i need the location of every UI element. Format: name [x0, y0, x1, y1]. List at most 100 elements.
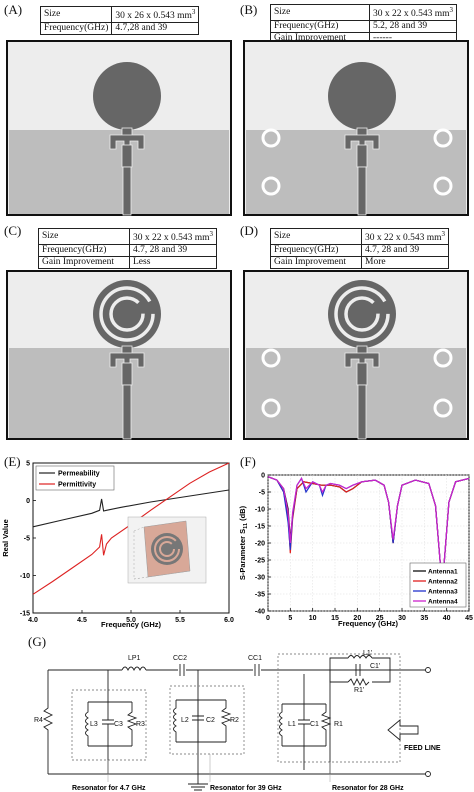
feed-line-label: FEED LINE — [404, 745, 441, 752]
label-lp1: LP1 — [128, 655, 141, 662]
label-r2: R2 — [230, 717, 239, 724]
label-c2: C2 — [206, 717, 215, 724]
x-tick-label: 4.0 — [28, 617, 38, 624]
resonator-28-label: Resonator for 28 GHz — [332, 785, 404, 792]
y-tick-label: -5 — [259, 490, 265, 497]
y-tick-label: -25 — [255, 558, 265, 565]
spec-row-size: Size 30 x 22 x 0.543 mm3 — [38, 227, 218, 246]
spec-value: Less — [128, 256, 218, 270]
label-l1: L1 — [288, 721, 296, 728]
y-tick-label: -10 — [20, 573, 30, 580]
y-tick-label: -15 — [255, 524, 265, 531]
panel-label-g: (G) — [28, 634, 47, 649]
spec-key: Size — [39, 5, 113, 24]
antenna-d-render — [243, 270, 469, 440]
spec-row-gain: Gain Improvement Less — [38, 256, 218, 270]
spec-key: Size — [270, 3, 370, 22]
spec-table-d: Size 30 x 22 x 0.543 mm3 Frequency(GHz) 4.… — [270, 227, 450, 270]
chart-f-ylabel: S-Parameter S11 (dB) — [238, 505, 249, 580]
panel-label-c: (C) — [4, 223, 22, 238]
x-tick-label: 5 — [288, 615, 292, 622]
spec-value: 30 x 22 x 0.543 mm3 — [360, 227, 450, 246]
y-tick-label: -20 — [255, 541, 265, 548]
spec-table-a: Size 30 x 26 x 0.543 mm3 Frequency(GHz) 4.… — [39, 5, 200, 36]
chart-f-legend: Antenna1 Antenna2 Antenna3 Antenna4 — [409, 562, 467, 608]
spec-value: 4.7,28 and 39 — [111, 22, 200, 36]
spec-key: Size — [270, 227, 362, 246]
spec-key: Frequency(GHz) — [270, 20, 370, 34]
label-l3: L3 — [90, 721, 98, 728]
spec-key: Frequency(GHz) — [270, 244, 362, 258]
spec-row-frequency: Frequency(GHz) 5.2, 28 and 39 — [270, 20, 458, 34]
spec-row-frequency: Frequency(GHz) 4.7, 28 and 39 — [270, 244, 450, 258]
spec-value: 4.7, 28 and 39 — [128, 244, 218, 258]
chart-e-xlabel: Frequency (GHz) — [101, 620, 162, 629]
label-r1: R1 — [334, 721, 343, 728]
x-tick-label: 5.0 — [126, 617, 136, 624]
x-tick-label: 15 — [331, 615, 339, 622]
x-tick-label: 20 — [353, 615, 361, 622]
legend-antenna2: Antenna2 — [428, 579, 458, 586]
y-tick-label: 0 — [26, 498, 30, 505]
panel-label-f: (F) — [240, 454, 256, 469]
y-tick-label: -15 — [20, 611, 30, 618]
spec-value: 30 x 22 x 0.543 mm3 — [368, 3, 458, 22]
label-c1: C1 — [310, 721, 319, 728]
chart-f: 0 5 10 15 20 25 30 35 40 45 0 -5 -10 -15 -20 -25 -30 -35 -… — [238, 473, 473, 629]
panel-label-a: (A) — [4, 2, 23, 17]
spec-key: Frequency(GHz) — [38, 244, 130, 258]
antenna-b-render — [243, 40, 469, 216]
y-tick-label: -35 — [255, 592, 265, 599]
spec-value: 30 x 22 x 0.543 mm3 — [128, 227, 218, 246]
chart-f-xlabel: Frequency (GHz) — [338, 619, 399, 628]
chart-e-legend: Permeability Permittivity — [35, 465, 115, 491]
label-l2: L2 — [181, 717, 189, 724]
spec-value: More — [360, 256, 450, 270]
label-cc2: CC2 — [173, 655, 187, 662]
antenna-c-render — [6, 270, 232, 440]
legend-permeability: Permeability — [58, 471, 100, 478]
chart-e: 4.0 4.5 5.0 5.5 6.0 5 0 -5 -10 -15 Permeability P… — [1, 461, 234, 630]
x-tick-label: 30 — [398, 615, 406, 622]
chart-e-ylabel: Real Value — [1, 519, 10, 557]
resonator-47-label: Resonator for 4.7 GHz — [72, 785, 146, 792]
legend-antenna3: Antenna3 — [428, 589, 458, 596]
spec-row-gain: Gain Improvement More — [270, 256, 450, 270]
spec-key: Gain Improvement — [270, 256, 362, 270]
x-tick-label: 10 — [309, 615, 317, 622]
spec-row-size: Size 30 x 26 x 0.543 mm3 — [39, 5, 200, 24]
label-c1-prime: C1' — [370, 663, 380, 670]
y-tick-label: -10 — [255, 507, 265, 514]
x-tick-label: 40 — [443, 615, 451, 622]
label-r1-prime: R1' — [354, 687, 364, 694]
x-tick-label: 4.5 — [77, 617, 87, 624]
antenna-a-render — [6, 40, 232, 216]
x-tick-label: 25 — [376, 615, 384, 622]
series-line-1 — [32, 489, 230, 528]
spec-value: 5.2, 28 and 39 — [368, 20, 458, 34]
series-line-2 — [32, 462, 230, 595]
spec-table-b: Size 30 x 22 x 0.543 mm3 Frequency(GHz) 5.… — [270, 3, 458, 46]
x-tick-label: 5.5 — [175, 617, 185, 624]
y-tick-label: -30 — [255, 575, 265, 582]
spec-row-frequency: Frequency(GHz) 4.7, 28 and 39 — [38, 244, 218, 258]
panel-label-e: (E) — [4, 454, 21, 469]
resonator-39-label: Resonator for 39 GHz — [210, 785, 282, 792]
panel-label-b: (B) — [240, 2, 258, 17]
spec-key: Size — [38, 227, 130, 246]
label-cc1: CC1 — [248, 655, 262, 662]
spec-row-frequency: Frequency(GHz) 4.7,28 and 39 — [39, 22, 200, 36]
spec-value: 4.7, 28 and 39 — [360, 244, 450, 258]
y-tick-label: 0 — [261, 473, 265, 480]
x-tick-label: 35 — [420, 615, 428, 622]
spec-key: Gain Improvement — [38, 256, 130, 270]
x-tick-label: 6.0 — [224, 617, 234, 624]
label-r3: R3 — [136, 721, 145, 728]
legend-permittivity: Permittivity — [58, 482, 96, 489]
label-l1-prime: L1' — [363, 650, 372, 657]
x-tick-label: 45 — [465, 615, 473, 622]
unit-cell-inset — [127, 516, 207, 584]
panel-label-d: (D) — [240, 223, 259, 238]
label-c3: C3 — [114, 721, 123, 728]
legend-antenna1: Antenna1 — [428, 569, 458, 576]
